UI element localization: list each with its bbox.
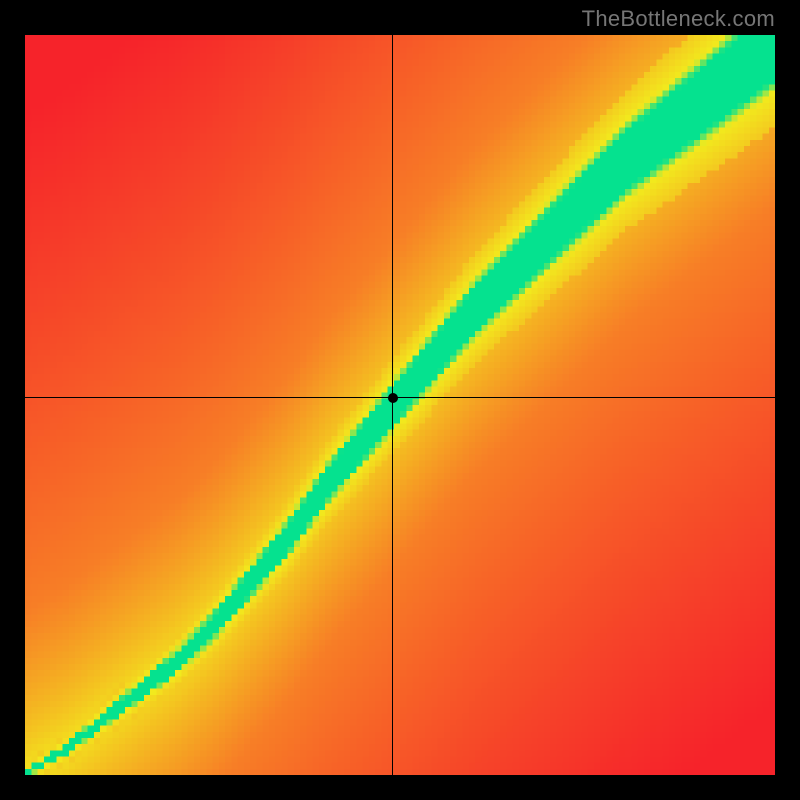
crosshair-horizontal	[25, 397, 775, 398]
heatmap-canvas	[25, 35, 775, 775]
crosshair-marker	[388, 393, 398, 403]
chart-frame: TheBottleneck.com	[0, 0, 800, 800]
watermark-text: TheBottleneck.com	[582, 6, 775, 32]
heatmap-plot	[25, 35, 775, 775]
crosshair-vertical	[392, 35, 393, 775]
